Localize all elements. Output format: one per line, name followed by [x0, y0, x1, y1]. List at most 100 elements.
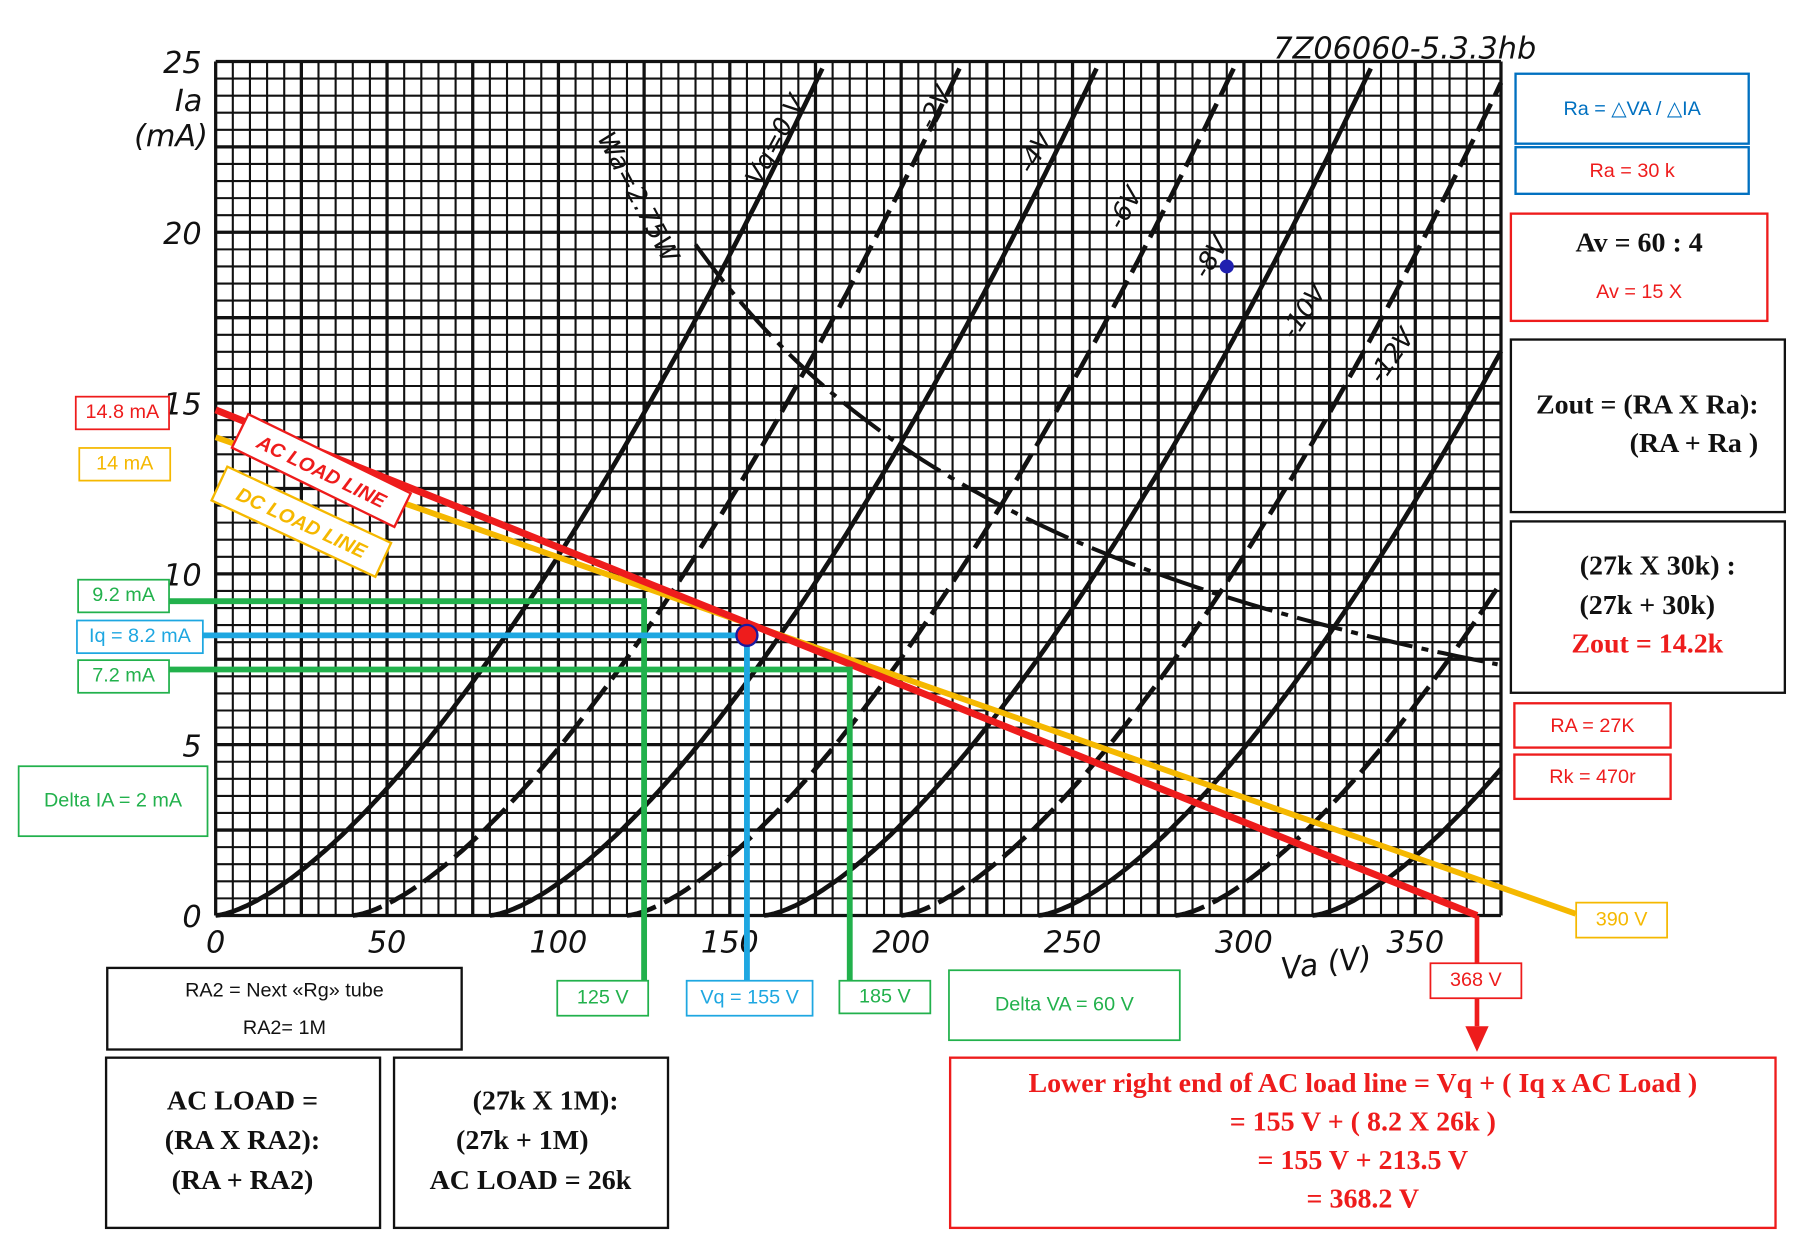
rk-box: Rk = 470r: [1513, 753, 1672, 801]
svg-text:= 368.2 V: = 368.2 V: [1307, 1183, 1420, 1214]
plate-curves: [215, 67, 1504, 918]
x-tick-label: 0: [206, 926, 225, 961]
arrow-down-icon: [1465, 1026, 1489, 1052]
svg-text:Zout = 14.2k: Zout = 14.2k: [1571, 629, 1723, 660]
curve-label-vg6: -6V: [1102, 180, 1151, 234]
plate-curve: [763, 67, 1373, 918]
label-9-2-ma: 9.2 mA: [77, 578, 170, 614]
ac-load-formula-box: AC LOAD = (RA X RA2): (RA + RA2): [104, 1056, 382, 1230]
label-vq: Vq = 155 V: [685, 979, 814, 1017]
plate-curve: [626, 67, 1236, 918]
gain-box: Av = 60 : 4 Av = 15 X: [1509, 212, 1769, 323]
x-tick-label: 350: [1386, 926, 1444, 961]
x-tick-label: 300: [1215, 926, 1273, 961]
svg-text:RA2= 1M: RA2= 1M: [243, 1017, 326, 1039]
svg-text:= 155 V + ( 8.2 X 26k ): = 155 V + ( 8.2 X 26k ): [1230, 1107, 1496, 1138]
plate-curve: [352, 67, 962, 918]
y-tick-label: 0: [182, 900, 201, 935]
x-tick-label: 100: [530, 926, 588, 961]
label-185-v: 185 V: [838, 979, 932, 1015]
x-tick-label: 150: [701, 926, 759, 961]
y-tick-label: 5: [182, 729, 201, 764]
svg-text:= 155 V + 213.5 V: = 155 V + 213.5 V: [1258, 1145, 1469, 1176]
curve-label-vg0: Vg=0 V: [740, 88, 813, 190]
svg-text:Ra = △VA / △IA: Ra = △VA / △IA: [1563, 98, 1701, 120]
zout-calc-box: (27k X 30k) : (27k + 30k) Zout = 14.2k: [1509, 520, 1787, 694]
svg-text:Delta IA = 2 mA: Delta IA = 2 mA: [44, 789, 183, 811]
ac-load-calc-box: (27k X 1M): (27k + 1M) AC LOAD = 26k: [392, 1056, 670, 1230]
svg-text:14.8 mA: 14.8 mA: [86, 401, 161, 423]
ra-value-box: Ra = 30 k: [1514, 146, 1750, 195]
svg-text:(27k X 1M):: (27k X 1M):: [473, 1086, 619, 1117]
ac-load-end-box: Lower right end of AC load line = Vq + (…: [948, 1056, 1777, 1230]
svg-text:7.2 mA: 7.2 mA: [92, 665, 156, 687]
annotation-lines: [169, 259, 1577, 1052]
y-tick-label: 20: [163, 217, 202, 252]
label-125-v: 125 V: [556, 979, 650, 1017]
svg-text:185 V: 185 V: [859, 985, 912, 1007]
svg-text:Av = 60 : 4: Av = 60 : 4: [1575, 228, 1702, 259]
svg-text:RA = 27K: RA = 27K: [1550, 715, 1634, 737]
ra-27k-box: RA = 27K: [1513, 702, 1672, 749]
y-axis-unit: (mA): [134, 119, 208, 154]
plate-curve: [1175, 581, 1503, 918]
swing-line-low: [169, 666, 853, 981]
label-delta-ia: Delta IA = 2 mA: [17, 765, 209, 838]
svg-text:Delta VA = 60 V: Delta VA = 60 V: [995, 993, 1135, 1015]
svg-text:Rk = 470r: Rk = 470r: [1549, 766, 1636, 788]
label-7-2-ma: 7.2 mA: [77, 659, 170, 694]
ac-load-line: [214, 406, 1479, 919]
dc-load-line: [214, 434, 1577, 917]
chart-reference: 7Z06060-5.3.3hb: [1273, 32, 1536, 67]
x-tick-label: 250: [1044, 926, 1102, 961]
y-axis-label: Ia: [175, 84, 203, 119]
svg-text:RA2 = Next «Rg» tube: RA2 = Next «Rg» tube: [185, 979, 384, 1001]
svg-text:Iq = 8.2 mA: Iq = 8.2 mA: [89, 625, 192, 647]
x-tick-label: 50: [368, 926, 407, 961]
plate-curve: [489, 67, 1099, 918]
svg-text:368 V: 368 V: [1450, 969, 1503, 991]
svg-text:(27k X 30k) :: (27k X 30k) :: [1580, 550, 1736, 581]
label-14-ma: 14 mA: [78, 447, 172, 482]
label-390-v: 390 V: [1575, 901, 1668, 939]
svg-text:14 mA: 14 mA: [96, 453, 154, 475]
label-delta-va: Delta VA = 60 V: [948, 969, 1181, 1042]
label-14-8-ma: 14.8 mA: [74, 395, 170, 431]
plate-curve: [215, 67, 825, 918]
svg-text:AC LOAD = 26k: AC LOAD = 26k: [430, 1165, 632, 1196]
chart-grid: [214, 59, 1503, 918]
svg-text:9.2 mA: 9.2 mA: [92, 584, 156, 606]
swing-line-high: [169, 598, 648, 981]
curve-label-vg8: -8V: [1187, 229, 1237, 284]
ra2-box: RA2 = Next «Rg» tube RA2= 1M: [106, 966, 463, 1051]
plate-curve: [900, 81, 1504, 918]
curve-label-vg4: -4V: [1012, 124, 1061, 178]
curve-point-marker: [1219, 259, 1234, 274]
label-368-v: 368 V: [1429, 962, 1523, 1000]
zout-formula-box: Zout = (RA X Ra): (RA + Ra ): [1509, 338, 1787, 514]
svg-text:Av = 15 X: Av = 15 X: [1596, 281, 1682, 303]
svg-text:390 V: 390 V: [1596, 908, 1649, 930]
svg-text:AC LOAD =: AC LOAD =: [167, 1086, 318, 1117]
dissipation-curve: [693, 243, 1499, 667]
svg-text:125 V: 125 V: [577, 986, 630, 1008]
svg-text:(RA + RA2): (RA + RA2): [172, 1165, 314, 1196]
y-tick-label: 25: [163, 46, 202, 81]
svg-text:Lower right end of AC load lin: Lower right end of AC load line = Vq + (…: [1028, 1068, 1697, 1099]
operating-point-marker: [735, 623, 759, 648]
svg-text:Ra = 30 k: Ra = 30 k: [1589, 160, 1674, 182]
svg-text:Zout = (RA X Ra):: Zout = (RA X Ra):: [1536, 390, 1759, 421]
ra-formula-box: Ra = △VA / △IA: [1514, 72, 1750, 145]
svg-text:(27k + 1M): (27k + 1M): [456, 1125, 588, 1156]
svg-text:(RA + Ra ): (RA + Ra ): [1630, 428, 1759, 459]
svg-text:(27k + 30k): (27k + 30k): [1579, 590, 1715, 621]
plate-curve: [1312, 767, 1503, 918]
svg-text:Vq = 155 V: Vq = 155 V: [700, 986, 799, 1008]
svg-text:(RA X RA2):: (RA X RA2):: [165, 1125, 320, 1156]
label-iq: Iq = 8.2 mA: [76, 619, 204, 655]
x-tick-label: 200: [872, 926, 930, 961]
plate-curve: [1038, 350, 1504, 918]
x-axis-label: Va (V): [1279, 940, 1374, 987]
